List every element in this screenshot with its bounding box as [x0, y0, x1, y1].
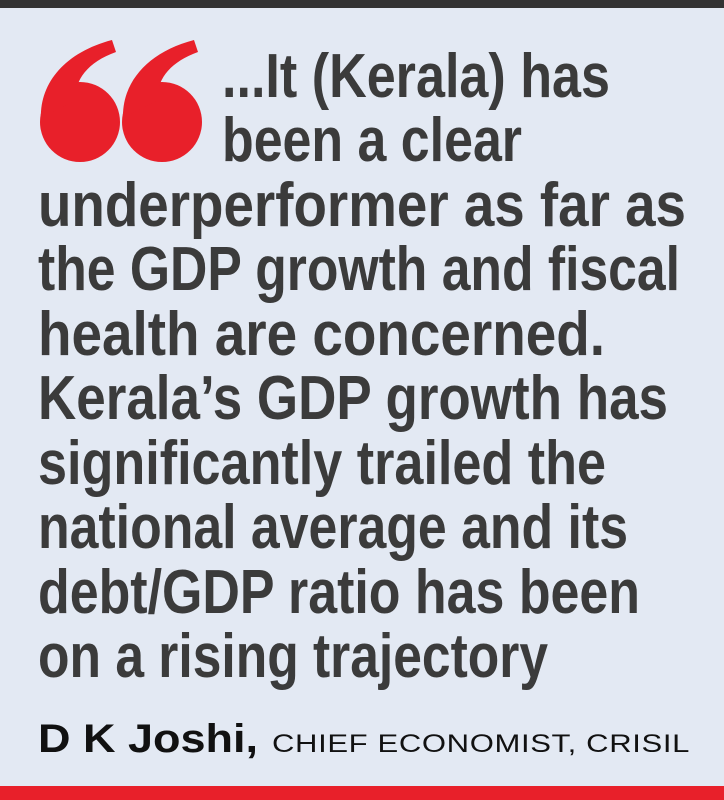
quote-line: Kerala’s GDP growth has: [38, 364, 668, 433]
quote-text: ...It (Kerala) has been a clear underper…: [38, 42, 686, 691]
quote-line: on a rising trajectory: [38, 622, 548, 691]
quote-mark: [40, 40, 202, 162]
quote-line: debt/GDP ratio has been: [38, 558, 640, 627]
quote-line: the GDP growth and fiscal: [38, 235, 680, 304]
quote-line: been a clear: [222, 106, 522, 175]
quote-line: underperformer as far as: [38, 171, 686, 240]
quote-line: health are concerned.: [38, 300, 605, 369]
attribution-name: D K Joshi,: [38, 717, 258, 761]
quote-line: significantly trailed the: [38, 429, 606, 498]
top-bar: [0, 0, 724, 8]
quote-line: ...It (Kerala) has: [222, 42, 610, 111]
quote-line: national average and its: [38, 493, 628, 562]
attribution-role: CHIEF ECONOMIST, CRISIL: [272, 730, 690, 758]
bottom-bar: [0, 786, 724, 800]
